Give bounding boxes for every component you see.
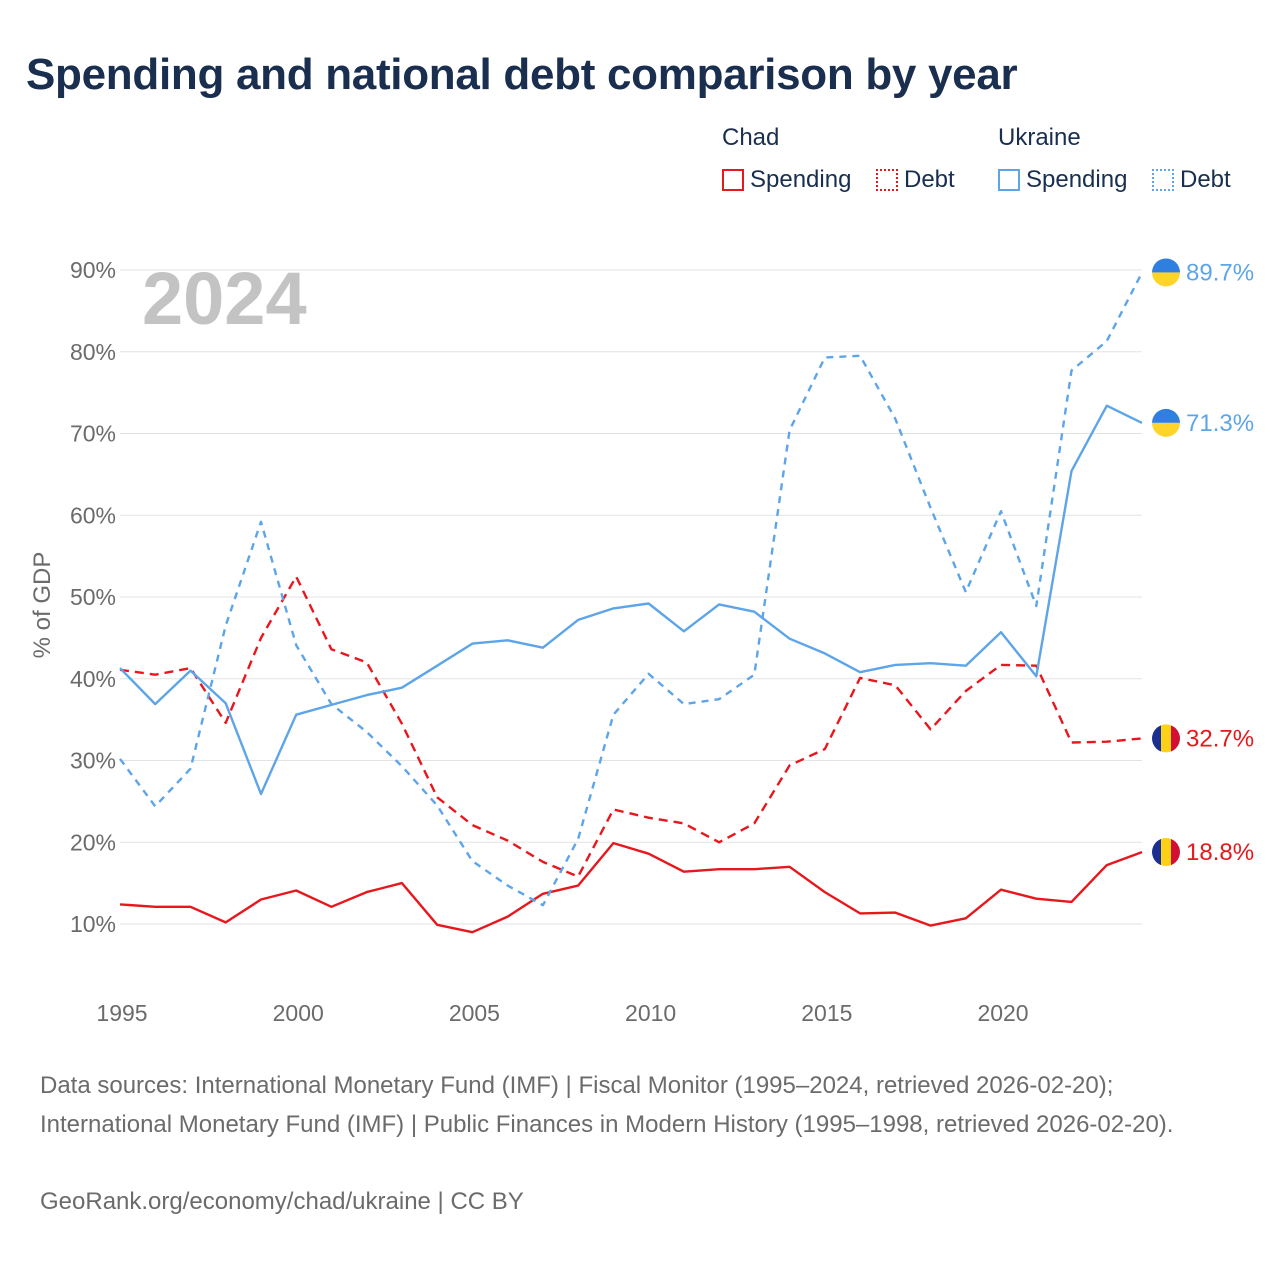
y-tick-label: 50% (70, 584, 116, 610)
chad-flag-icon (1152, 838, 1180, 867)
ukraine-flag-icon (1152, 408, 1180, 437)
legend-group-chad: Chad (722, 124, 780, 151)
x-tick-label: 2005 (449, 1000, 500, 1026)
chad-spending-swatch (722, 169, 744, 191)
y-tick-label: 70% (70, 421, 116, 447)
end-value-label: 32.7% (1186, 725, 1254, 752)
series-line (119, 404, 1143, 796)
y-tick-label: 80% (70, 339, 116, 365)
page-title: Spending and national debt comparison by… (26, 50, 1018, 99)
legend-label: Debt (1180, 166, 1231, 193)
year-label: 2024 (142, 257, 307, 340)
y-tick-label: 40% (70, 666, 116, 692)
ukraine-flag-icon (1152, 258, 1180, 287)
y-tick-label: 10% (70, 911, 116, 937)
chad-flag-icon (1152, 724, 1180, 753)
legend-label: Spending (750, 166, 852, 193)
legend-item-chad-spending[interactable]: Spending (722, 166, 851, 194)
data-sources: Data sources: International Monetary Fun… (40, 1072, 1174, 1138)
legend-group-ukraine: Ukraine (998, 124, 1081, 151)
x-tick-label: 1995 (96, 1000, 147, 1026)
end-value-label: 89.7% (1186, 259, 1254, 286)
line-chart: 10% 20% 30% 40% 50% 60% 70% 80% 90% 1995 2000 2005… (29, 257, 1254, 1026)
legend-label: Spending (1026, 166, 1128, 193)
series-line (119, 575, 1143, 878)
credit-link[interactable]: GeoRank.org/economy/chad/ukraine | CC BY (40, 1188, 524, 1215)
end-value-label: 71.3% (1186, 410, 1254, 437)
chad-debt-swatch (876, 169, 898, 191)
ukraine-spending-swatch (998, 169, 1020, 191)
y-tick-label: 90% (70, 257, 116, 283)
end-value-label: 18.8% (1186, 839, 1254, 866)
x-tick-label: 2015 (801, 1000, 852, 1026)
x-tick-label: 2010 (625, 1000, 676, 1026)
y-tick-label: 20% (70, 829, 116, 855)
y-tick-label: 30% (70, 748, 116, 774)
legend-label: Debt (904, 166, 955, 193)
ukraine-debt-swatch (1152, 169, 1174, 191)
x-tick-label: 2020 (977, 1000, 1028, 1026)
y-axis-label: % of GDP (29, 552, 56, 659)
legend-item-ukraine-debt[interactable]: Debt (1152, 166, 1231, 194)
x-tick-label: 2000 (273, 1000, 324, 1026)
y-tick-label: 60% (70, 502, 116, 528)
series-line (119, 271, 1144, 907)
series-line (119, 841, 1143, 934)
legend-item-ukraine-spending[interactable]: Spending (998, 166, 1127, 194)
legend-item-chad-debt[interactable]: Debt (876, 166, 955, 194)
